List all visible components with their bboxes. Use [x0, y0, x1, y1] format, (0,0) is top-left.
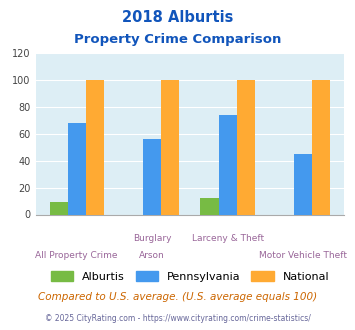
Text: All Property Crime: All Property Crime [36, 250, 118, 260]
Bar [143, 139, 161, 214]
Text: Arson: Arson [139, 250, 165, 260]
Bar [219, 115, 237, 214]
Bar [294, 154, 312, 214]
Text: © 2025 CityRating.com - https://www.cityrating.com/crime-statistics/: © 2025 CityRating.com - https://www.city… [45, 314, 310, 323]
Bar [50, 202, 68, 214]
Text: Larceny & Theft: Larceny & Theft [192, 234, 264, 243]
Text: Compared to U.S. average. (U.S. average equals 100): Compared to U.S. average. (U.S. average … [38, 292, 317, 302]
Text: Burglary: Burglary [133, 234, 171, 243]
Bar [312, 80, 330, 214]
Text: Motor Vehicle Theft: Motor Vehicle Theft [259, 250, 347, 260]
Text: Property Crime Comparison: Property Crime Comparison [74, 33, 281, 46]
Bar [201, 198, 219, 214]
Text: 2018 Alburtis: 2018 Alburtis [122, 10, 233, 25]
Bar [237, 80, 255, 214]
Legend: Alburtis, Pennsylvania, National: Alburtis, Pennsylvania, National [46, 267, 334, 286]
Bar [68, 123, 86, 214]
Bar [86, 80, 104, 214]
Bar [161, 80, 179, 214]
